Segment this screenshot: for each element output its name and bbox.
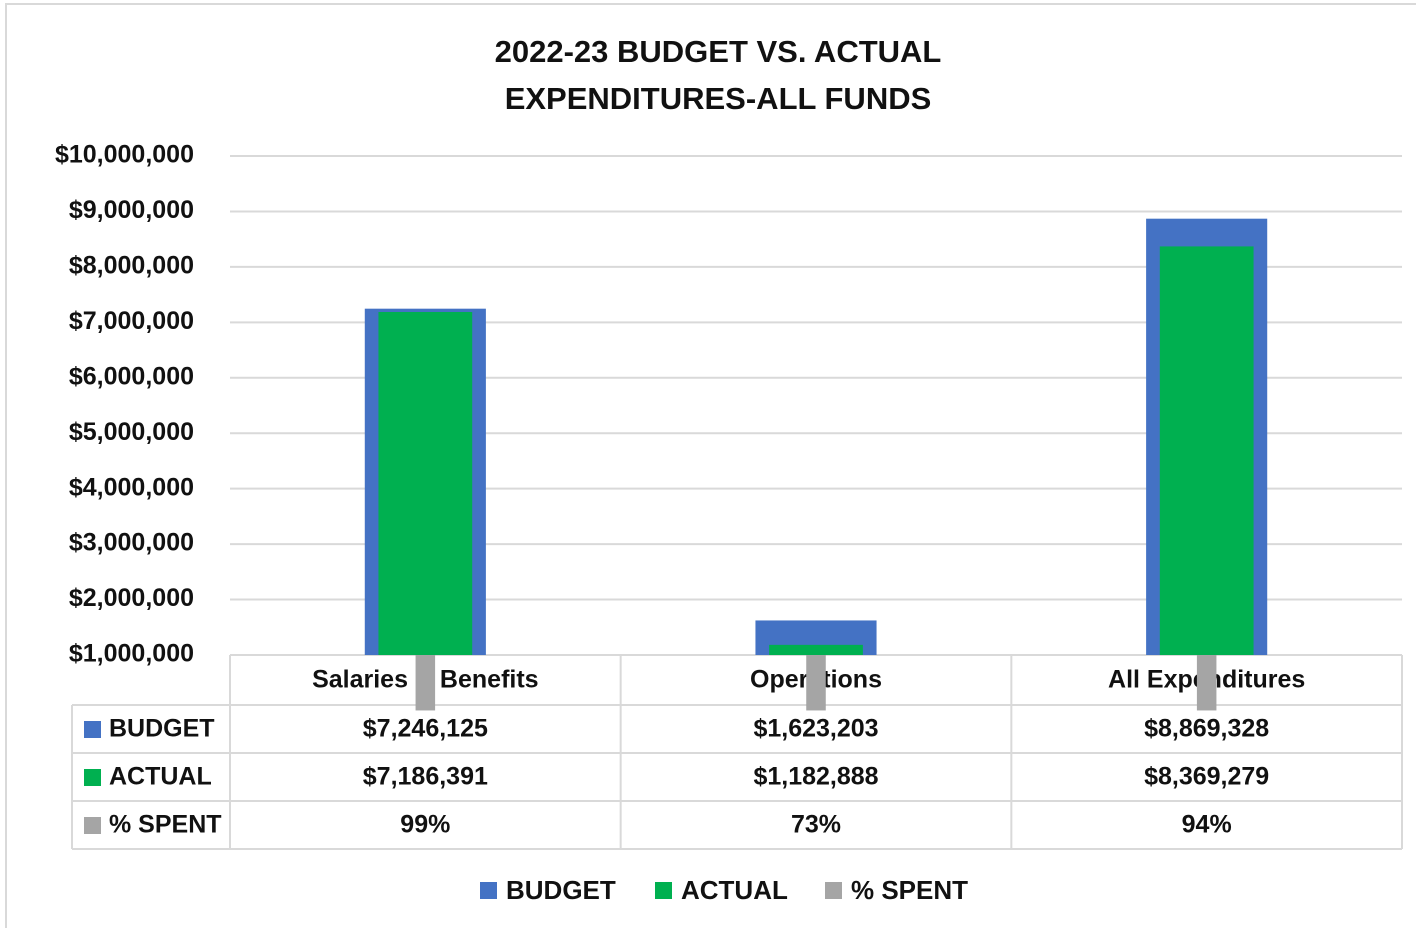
table-row-label: ACTUAL — [109, 763, 212, 791]
table-legend-key — [84, 721, 101, 738]
y-tick-label: $7,000,000 — [69, 307, 194, 335]
bar — [415, 655, 436, 711]
bar — [1159, 246, 1254, 655]
legend-key — [825, 882, 842, 899]
y-tick-label: $6,000,000 — [69, 362, 194, 390]
y-tick-label: $4,000,000 — [69, 473, 194, 501]
table-cell: $7,186,391 — [363, 763, 488, 791]
table-row-label: % SPENT — [109, 811, 222, 839]
legend-label: BUDGET — [506, 875, 616, 905]
y-tick-label: $2,000,000 — [69, 584, 194, 612]
y-tick-label: $8,000,000 — [69, 251, 194, 279]
legend-key — [655, 882, 672, 899]
legend-key — [480, 882, 497, 899]
chart-title: 2022-23 BUDGET VS. ACTUAL EXPENDITURES-A… — [494, 34, 942, 116]
table-row-label: BUDGET — [109, 715, 215, 743]
y-tick-label: $9,000,000 — [69, 196, 194, 224]
table-cell: 73% — [791, 811, 841, 839]
table-legend-key — [84, 769, 101, 786]
y-tick-label: $5,000,000 — [69, 418, 194, 446]
table-cell: $8,869,328 — [1144, 715, 1269, 743]
bar — [378, 311, 473, 655]
table-cell: 94% — [1182, 811, 1232, 839]
bar — [806, 655, 826, 711]
y-tick-label: $1,000,000 — [69, 640, 194, 668]
y-tick-label: $10,000,000 — [55, 141, 194, 169]
table-cell: $1,623,203 — [753, 715, 878, 743]
y-tick-label: $3,000,000 — [69, 529, 194, 557]
legend-label: ACTUAL — [681, 875, 788, 905]
table-legend-key — [84, 817, 101, 834]
table-cell: $1,182,888 — [753, 763, 878, 791]
table-cell: $8,369,279 — [1144, 763, 1269, 791]
bar — [769, 644, 863, 655]
table-cell: $7,246,125 — [363, 715, 488, 743]
legend-label: % SPENT — [851, 875, 968, 905]
bar — [1196, 655, 1217, 711]
table-cell: 99% — [400, 811, 450, 839]
